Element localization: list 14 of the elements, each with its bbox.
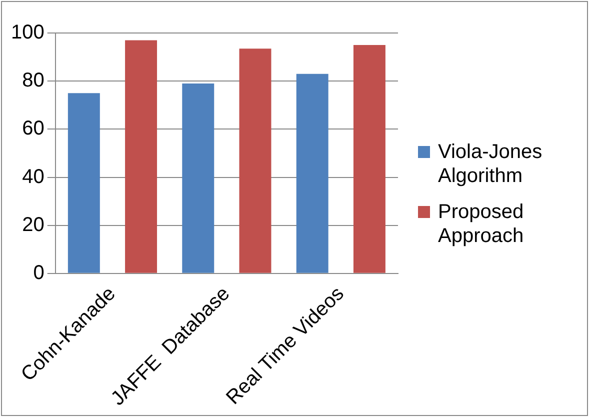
bar — [125, 40, 158, 273]
legend-label: Viola-Jones Algorithm — [438, 140, 544, 188]
y-tick-label: 60 — [22, 118, 44, 140]
bar — [68, 93, 100, 273]
bar — [353, 45, 386, 273]
bar — [296, 74, 328, 273]
legend-label: Proposed Approach — [438, 200, 525, 248]
y-tick-label: 100 — [10, 22, 44, 44]
y-tick-label: 40 — [22, 166, 44, 188]
bar — [239, 48, 272, 273]
y-tick-label: 80 — [22, 70, 44, 92]
y-tick-label: 0 — [33, 262, 44, 284]
bar — [182, 83, 214, 273]
y-tick-label: 20 — [22, 214, 44, 236]
